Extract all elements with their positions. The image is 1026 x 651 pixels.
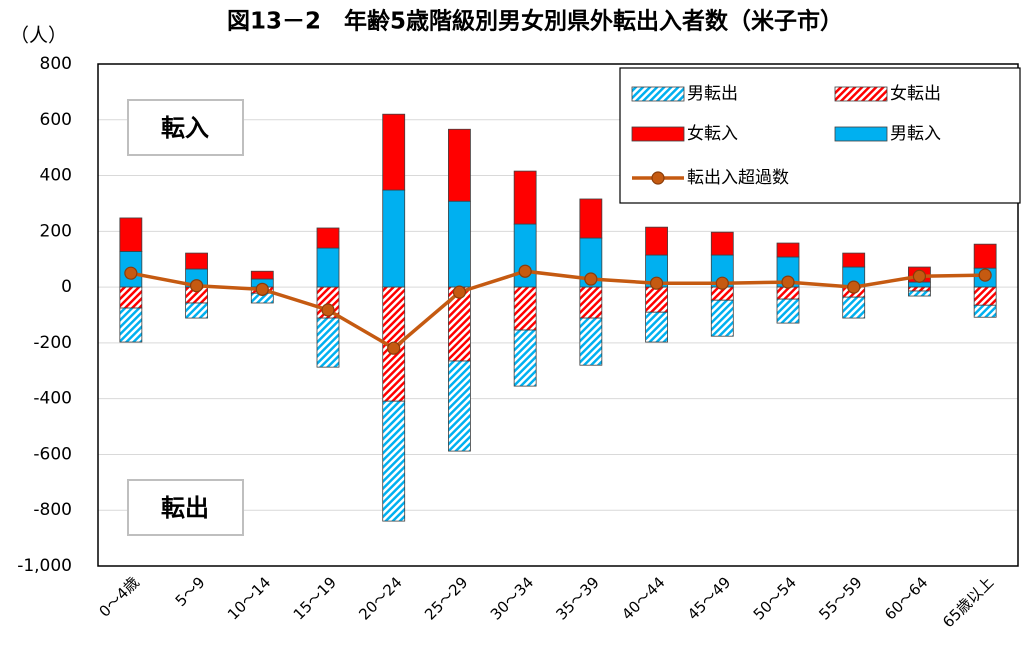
legend-label: 男転出 [687, 84, 738, 104]
annotation: 転入 [161, 114, 209, 142]
legend-swatch [631, 126, 685, 142]
x-tick-label: 20〜24 [355, 573, 405, 623]
bar [579, 286, 603, 319]
y-tick-label: -600 [33, 444, 72, 464]
chart-title: 図13－2 年齢5歳階級別男女別県外転出入者数（米子市） [227, 8, 843, 35]
y-tick-label: 200 [40, 221, 72, 241]
line-marker [124, 266, 138, 280]
bar [579, 198, 603, 239]
line-marker [255, 282, 269, 296]
y-tick-label: -800 [33, 500, 72, 520]
x-tick-label: 40〜44 [618, 573, 668, 623]
x-tick-label: 55〜59 [815, 573, 865, 623]
bar [973, 304, 997, 318]
bar [382, 400, 406, 522]
x-tick-label: 35〜39 [553, 573, 603, 623]
bar [908, 290, 931, 297]
bar [119, 286, 143, 309]
x-tick-label: 65歳以上 [939, 573, 997, 631]
bar [119, 217, 143, 252]
line [130, 269, 986, 351]
y-tick-label: -200 [33, 333, 72, 353]
x-tick-label: 45〜49 [684, 573, 734, 623]
bar [842, 252, 866, 268]
bar [710, 231, 734, 256]
bar [513, 170, 537, 225]
line-marker [321, 303, 335, 317]
bar [448, 200, 471, 288]
annotation-box [127, 99, 244, 156]
line-marker [912, 269, 927, 283]
bar [973, 286, 997, 306]
bar [973, 243, 997, 269]
bar [382, 189, 406, 288]
line-marker [847, 280, 861, 294]
bar [448, 128, 471, 202]
bar [513, 329, 537, 387]
y-tick-label: 400 [40, 166, 72, 186]
plot-border [97, 63, 1019, 567]
bar [842, 296, 866, 319]
bar [382, 113, 406, 191]
x-tick-label: 25〜29 [421, 573, 471, 623]
line-marker [649, 276, 664, 290]
legend-label: 女転出 [890, 84, 941, 104]
bar [316, 247, 340, 288]
line-marker [189, 279, 204, 293]
legend-label: 女転入 [687, 124, 738, 144]
x-tick-label: 10〜14 [224, 573, 274, 623]
x-tick-label: 5〜9 [172, 573, 209, 610]
bar [316, 227, 340, 249]
x-tick-label: 60〜64 [881, 573, 931, 623]
line-marker [452, 285, 467, 299]
bar [185, 302, 208, 319]
y-axis-label: （人） [10, 25, 67, 47]
bar [645, 226, 668, 256]
bar [513, 286, 537, 331]
bar [185, 252, 208, 270]
bar [645, 286, 668, 313]
bar [776, 286, 800, 300]
line-marker [387, 341, 401, 355]
x-tick-label: 15〜19 [290, 573, 340, 623]
legend-swatch [834, 86, 888, 102]
bar [250, 270, 274, 280]
bar [908, 281, 931, 288]
legend-swatch [651, 171, 665, 185]
y-tick-label: -400 [33, 389, 72, 409]
x-tick-label: 50〜54 [750, 573, 800, 623]
x-tick-label: 30〜34 [487, 573, 537, 623]
legend-box [619, 67, 1021, 204]
bar [645, 311, 668, 343]
bar [908, 286, 931, 292]
bar [710, 299, 734, 337]
legend-label: 男転入 [890, 124, 941, 144]
legend-swatch [631, 86, 685, 102]
line-marker [584, 272, 598, 286]
bar [776, 242, 800, 258]
line-marker [781, 275, 795, 289]
x-tick-label: 0〜4歳 [95, 573, 142, 620]
annotation-box [127, 479, 244, 536]
legend-swatch [834, 126, 888, 142]
bar [579, 317, 603, 366]
annotation: 転出 [161, 494, 209, 522]
y-tick-label: 0 [61, 277, 72, 297]
bar [316, 317, 340, 368]
y-tick-label: 600 [40, 110, 72, 130]
line-marker [715, 276, 729, 290]
line-marker [518, 264, 532, 278]
y-tick-label: -1,000 [17, 556, 72, 576]
line-marker [978, 268, 992, 282]
bar [776, 298, 800, 324]
bar [119, 307, 143, 343]
legend-label: 転出入超過数 [687, 168, 789, 188]
bar [448, 360, 471, 452]
y-tick-label: 800 [40, 54, 72, 74]
